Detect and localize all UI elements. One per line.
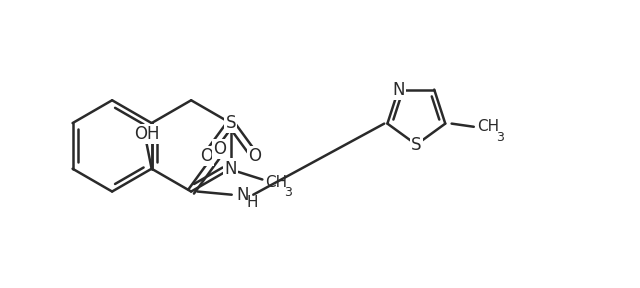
Text: CH: CH <box>477 119 499 134</box>
Text: H: H <box>246 195 258 210</box>
Text: N: N <box>225 160 237 178</box>
Text: N: N <box>392 81 404 98</box>
Text: O: O <box>200 147 213 165</box>
Text: N: N <box>237 186 250 204</box>
Text: S: S <box>225 114 236 132</box>
Text: O: O <box>213 140 226 158</box>
Text: OH: OH <box>134 125 159 143</box>
Text: CH: CH <box>266 175 287 190</box>
Text: S: S <box>411 136 422 154</box>
Text: 3: 3 <box>496 130 504 144</box>
Text: 3: 3 <box>285 186 292 200</box>
Text: O: O <box>248 147 261 165</box>
